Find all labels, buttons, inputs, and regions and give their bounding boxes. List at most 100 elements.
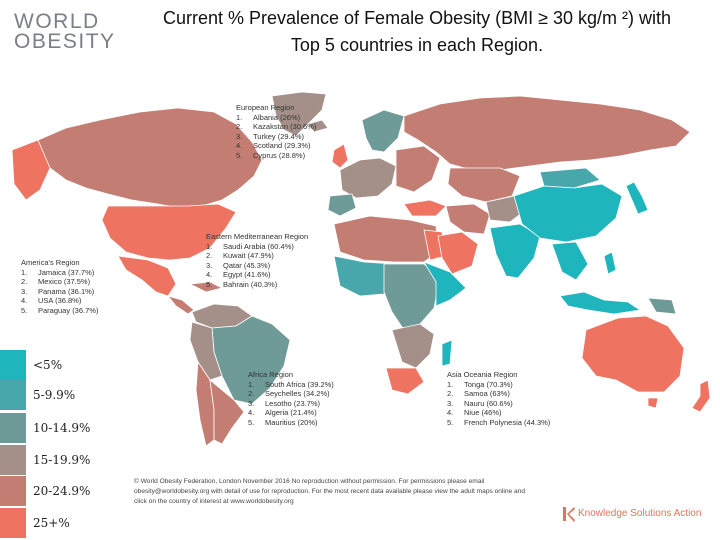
caribbean xyxy=(188,281,224,293)
item-number: 2. xyxy=(21,277,28,286)
region-americas-item-5: 5. Paraguay (36.7%) xyxy=(21,306,98,316)
item-number: 2. xyxy=(206,251,213,260)
item-text: Paraguay (36.7%) xyxy=(38,305,99,315)
item-number: 1. xyxy=(248,379,255,389)
region-africa-item-1: 1. South Africa (39.2%) xyxy=(248,380,334,390)
item-number: 5. xyxy=(206,279,213,289)
legend-item-25plus: 25+% xyxy=(0,508,120,538)
item-number: 4. xyxy=(236,141,243,150)
region-emr-item-5: 5. Bahrain (40.3%) xyxy=(206,280,308,290)
item-text: Mauritius (20%) xyxy=(265,417,318,427)
item-number: 5. xyxy=(447,417,454,427)
korea-japan xyxy=(625,181,649,215)
page-title: Current % Prevalence of Female Obesity (… xyxy=(122,5,712,59)
region-asia-item-1: 1. Tonga (70.3%) xyxy=(447,380,550,390)
region-africa-title: Africa Region xyxy=(248,370,294,379)
item-text: Panama (36.1%) xyxy=(38,286,95,296)
item-number: 4. xyxy=(248,408,255,417)
argentina xyxy=(209,379,245,445)
item-text: USA (36.8%) xyxy=(38,296,82,305)
north-africa xyxy=(333,215,439,263)
region-europe-title: European Region xyxy=(236,103,295,112)
item-text: Nauru (60.6%) xyxy=(464,398,513,408)
region-americas-item-3: 3. Panama (36.1%) xyxy=(21,287,98,297)
item-number: 4. xyxy=(447,408,454,417)
region-emr-item-2: 2. Kuwait (47.9%) xyxy=(206,251,308,261)
item-text: Qatar (45.3%) xyxy=(223,260,271,270)
legend-label: 20-24.9% xyxy=(33,484,91,498)
legend-item-5-10: 5-9.9% xyxy=(0,380,120,410)
item-number: 5. xyxy=(21,305,28,315)
southeast-asia xyxy=(551,241,589,281)
legend-label: 15-19.9% xyxy=(33,453,91,467)
region-africa-item-2: 2. Seychelles (34.2%) xyxy=(248,389,334,399)
item-text: South Africa (39.2%) xyxy=(265,379,334,389)
item-number: 1. xyxy=(206,241,213,251)
papua-new-guinea xyxy=(647,297,677,315)
iberia xyxy=(327,193,357,217)
copyright-footnote: © World Obesity Federation, London Novem… xyxy=(134,478,526,505)
footer-brand: Knowledge Solutions Action xyxy=(560,502,720,528)
region-emr: Eastern Mediterranean Region 1. Saudi Ara… xyxy=(206,232,308,289)
region-americas-item-2: 2. Mexico (37.5%) xyxy=(21,277,98,287)
turkey xyxy=(403,199,447,217)
item-number: 3. xyxy=(447,398,454,408)
item-text: Kuwait (47.9%) xyxy=(223,251,274,260)
brand-mark-icon xyxy=(563,507,575,522)
russia xyxy=(403,95,691,171)
item-number: 2. xyxy=(447,389,454,398)
china xyxy=(513,183,623,243)
legend-item-lt5: <5% xyxy=(0,350,120,380)
legend-swatch xyxy=(0,350,26,380)
item-text: Algeria (21.4%) xyxy=(265,408,317,417)
legend-label: 5-9.9% xyxy=(33,388,76,402)
southern-africa xyxy=(391,323,435,369)
brand-tagline: Knowledge Solutions Action xyxy=(578,508,702,519)
world-map xyxy=(11,91,711,447)
legend-item-10-15: 10-14.9% xyxy=(0,413,120,443)
south-africa xyxy=(385,367,425,395)
legend-swatch xyxy=(0,508,26,538)
region-asia-item-2: 2. Samoa (63%) xyxy=(447,389,550,399)
region-africa-item-5: 5. Mauritius (20%) xyxy=(248,418,334,428)
item-text: Albania (26%) xyxy=(253,112,301,122)
australia xyxy=(581,315,685,393)
logo-line-1: WORLD xyxy=(14,10,100,33)
philippines xyxy=(603,251,617,275)
item-number: 3. xyxy=(236,131,243,141)
region-europe-item-1: 1. Albania (26%) xyxy=(236,113,316,123)
item-text: Seychelles (34.2%) xyxy=(265,389,330,398)
item-text: Samoa (63%) xyxy=(464,389,510,398)
peru-bolivia xyxy=(189,321,223,381)
indonesia xyxy=(559,291,642,315)
item-number: 1. xyxy=(236,112,243,122)
alaska xyxy=(11,139,51,201)
region-americas-item-1: 1. Jamaica (37.7%) xyxy=(21,268,98,278)
region-asia-item-3: 3. Nauru (60.6%) xyxy=(447,399,550,409)
region-africa: Africa Region 1. South Africa (39.2%) 2. S… xyxy=(248,370,334,427)
legend-label: <5% xyxy=(33,358,63,372)
item-number: 3. xyxy=(206,260,213,270)
logo-line-2: OBESITY xyxy=(14,30,116,53)
madagascar xyxy=(441,339,453,367)
region-emr-title: Eastern Mediterranean Region xyxy=(206,232,309,241)
region-asia-oceania: Asia Oceania Region 1. Tonga (70.3%) 2. Sa… xyxy=(447,370,550,427)
item-text: Niue (46%) xyxy=(464,408,502,417)
region-europe-item-5: 5. Cyprus (28.8%) xyxy=(236,151,316,161)
world-obesity-logo: WORLD OBESITY xyxy=(14,10,116,53)
item-number: 3. xyxy=(21,286,28,296)
saudi-arabia xyxy=(437,231,479,275)
item-number: 5. xyxy=(236,150,243,160)
uk xyxy=(331,143,349,169)
region-europe: European Region 1. Albania (26%) 2. Kazaks… xyxy=(236,103,316,160)
item-text: Saudi Arabia (60.4%) xyxy=(223,241,294,251)
item-number: 1. xyxy=(447,379,454,389)
legend-label: 10-14.9% xyxy=(33,421,91,435)
item-number: 4. xyxy=(21,296,28,305)
scandinavia xyxy=(361,109,405,153)
title-line-1: Current % Prevalence of Female Obesity (… xyxy=(162,8,672,28)
region-americas-item-4: 4. USA (36.8%) xyxy=(21,296,98,306)
legend-item-20-25: 20-24.9% xyxy=(0,476,120,506)
item-number: 2. xyxy=(248,389,255,398)
region-emr-item-1: 1. Saudi Arabia (60.4%) xyxy=(206,242,308,252)
